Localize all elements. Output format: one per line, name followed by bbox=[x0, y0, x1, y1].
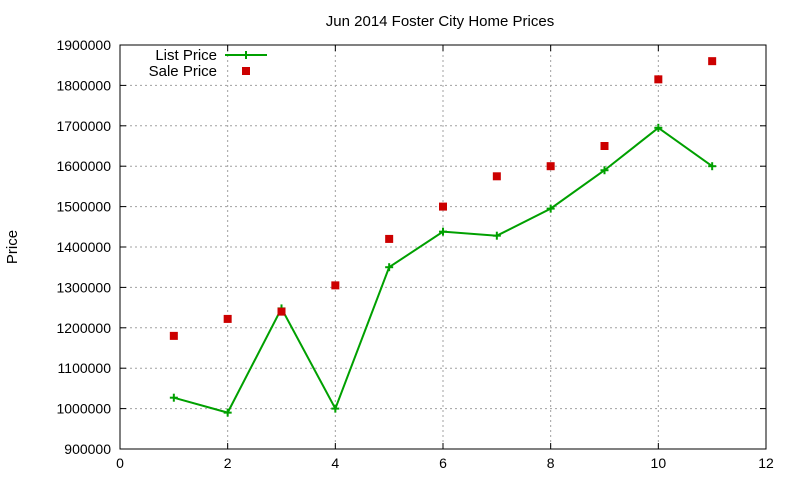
list-price-point bbox=[223, 408, 232, 417]
list-price-point bbox=[546, 204, 555, 213]
legend-plus-swatch bbox=[242, 51, 250, 59]
x-tick-label: 10 bbox=[651, 455, 667, 471]
chart-title: Jun 2014 Foster City Home Prices bbox=[326, 13, 554, 30]
series-list-price bbox=[169, 123, 717, 417]
list-price-point bbox=[600, 166, 609, 175]
list-price-point bbox=[169, 393, 178, 402]
list-price-point bbox=[331, 404, 340, 413]
series-sale-price bbox=[169, 57, 717, 340]
y-tick-label: 1000000 bbox=[56, 401, 111, 417]
sale-price-point bbox=[600, 142, 609, 150]
y-tick-label: 1700000 bbox=[56, 118, 111, 134]
sale-price-point bbox=[223, 314, 232, 323]
legend-label: Sale Price bbox=[149, 63, 217, 80]
y-tick-label: 1800000 bbox=[56, 77, 111, 93]
legend-item-list-price: List Price bbox=[155, 47, 267, 64]
x-tick-label: 0 bbox=[116, 455, 124, 471]
axis-ticks: 900000 1000000 1100000 1200000 1300000 140000… bbox=[56, 37, 774, 471]
y-tick-label: 1400000 bbox=[56, 239, 111, 255]
x-tick-label: 6 bbox=[439, 455, 447, 471]
y-tick-label: 1900000 bbox=[56, 37, 111, 53]
sale-price-point bbox=[492, 172, 501, 181]
y-tick-label: 900000 bbox=[64, 441, 111, 457]
y-tick-label: 1300000 bbox=[56, 279, 111, 295]
y-tick-label: 1500000 bbox=[56, 199, 111, 215]
sale-price-point bbox=[277, 307, 286, 316]
sale-price-point bbox=[439, 202, 447, 211]
legend-label: List Price bbox=[155, 47, 217, 64]
legend-item-sale-price: Sale Price bbox=[149, 63, 250, 80]
sale-price-point bbox=[546, 162, 555, 171]
legend-square-swatch bbox=[242, 67, 250, 75]
list-price-point bbox=[439, 227, 447, 236]
x-tick-label: 2 bbox=[224, 455, 232, 471]
sale-price-point bbox=[385, 234, 394, 243]
list-price-point bbox=[385, 263, 394, 272]
list-price-point bbox=[708, 162, 717, 171]
grid bbox=[120, 45, 766, 449]
sale-price-point bbox=[708, 57, 717, 66]
y-tick-label: 1600000 bbox=[56, 158, 111, 174]
sale-price-point bbox=[169, 331, 178, 340]
y-tick-label: 1200000 bbox=[56, 320, 111, 336]
y-axis-label: Price bbox=[4, 230, 21, 264]
sale-price-point bbox=[331, 281, 340, 290]
x-tick-label: 12 bbox=[758, 455, 774, 471]
x-tick-label: 4 bbox=[331, 455, 339, 471]
list-price-point bbox=[654, 123, 663, 132]
y-tick-label: 1100000 bbox=[58, 360, 112, 376]
x-tick-label: 8 bbox=[547, 455, 555, 471]
list-price-point bbox=[492, 231, 501, 240]
sale-price-point bbox=[654, 75, 663, 84]
series-layer bbox=[169, 57, 717, 417]
